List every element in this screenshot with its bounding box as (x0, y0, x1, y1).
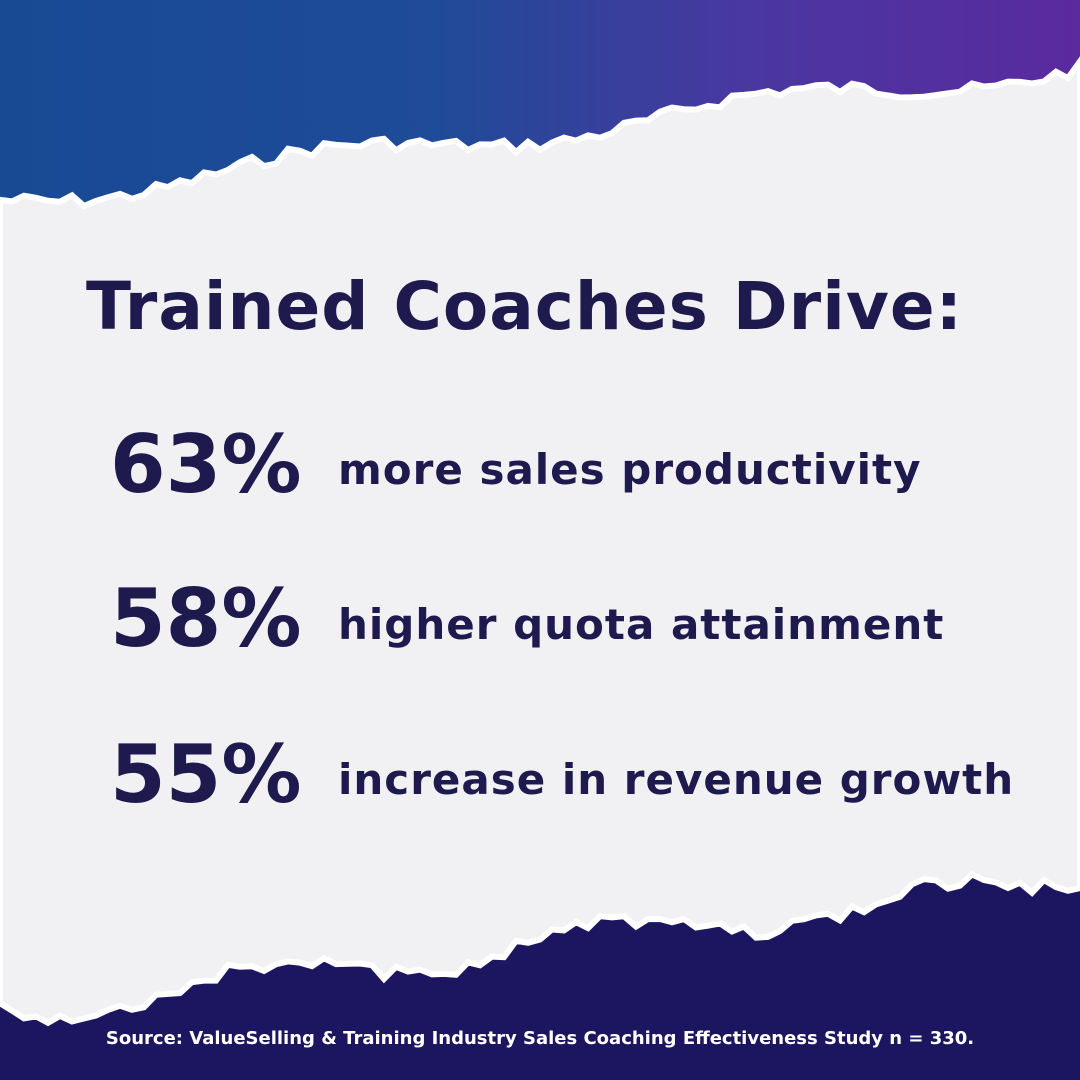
title: Trained Coaches Drive: (86, 268, 964, 345)
torn-paper (0, 56, 1080, 1027)
stat-label: higher quota attainment (338, 600, 945, 649)
stat-label: increase in revenue growth (338, 755, 1015, 804)
stat-value: 55% (110, 728, 302, 821)
source-note: Source: ValueSelling & Training Industry… (105, 1028, 975, 1049)
stat-value: 58% (110, 572, 302, 665)
stat-label: more sales productivity (338, 445, 922, 494)
stat-value: 63% (110, 418, 302, 511)
